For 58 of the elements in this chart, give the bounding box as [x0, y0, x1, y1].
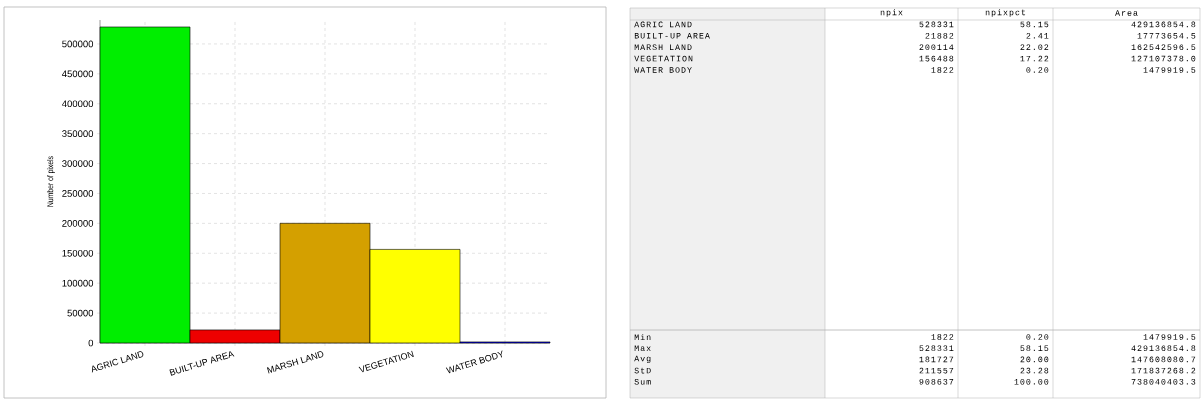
category-label: npix — [880, 9, 903, 17]
text: 0.20 — [1026, 334, 1049, 340]
y-tick-label: 0 — [88, 339, 94, 347]
text: 171837268.2 — [1131, 367, 1196, 374]
x-tick-label: MARSH LAND — [266, 351, 324, 374]
text: 127107378.0 — [1131, 55, 1196, 62]
category-label: Avg — [634, 355, 651, 363]
x-tick-label: AGRIC LAND — [91, 351, 144, 373]
text: 17.22 — [1020, 55, 1049, 62]
text: 211557 — [919, 367, 954, 374]
text: 908637 — [919, 378, 954, 385]
category-label: MARSH LAND — [634, 44, 692, 51]
category-label: WATER BODY — [634, 67, 692, 73]
category-label: VEGETATION — [634, 55, 693, 62]
text: 147608080.7 — [1131, 356, 1196, 363]
text: 0.20 — [1026, 67, 1049, 73]
text: 162542596.5 — [1131, 44, 1196, 51]
text: 1479919.5 — [1143, 334, 1196, 340]
text: 58.15 — [1020, 21, 1049, 28]
category-label: StD — [634, 367, 651, 374]
y-tick-label: 450000 — [61, 70, 94, 78]
text: 20.00 — [1020, 356, 1049, 363]
text: 1822 — [931, 67, 954, 73]
text: 1479919.5 — [1143, 67, 1196, 73]
y-tick-label: 100000 — [62, 279, 94, 287]
text: 429136854.8 — [1131, 21, 1196, 28]
x-tick-label: WATER BODY — [445, 350, 503, 374]
y-tick-label: 300000 — [62, 160, 94, 167]
text: 528331 — [919, 21, 954, 28]
y-tick-label: 50000 — [67, 309, 94, 317]
y-tick-label: 350000 — [62, 130, 94, 138]
text: 2.41 — [1026, 33, 1049, 39]
category-label: Min — [634, 334, 651, 340]
text: 429136854.8 — [1131, 345, 1196, 352]
y-tick-label: 200000 — [62, 220, 94, 227]
y-tick-label: 250000 — [62, 190, 94, 197]
category-label: npixpct — [985, 9, 1026, 17]
text: 58.15 — [1020, 345, 1049, 352]
text: 1822 — [931, 334, 954, 340]
text: 100.00 — [1014, 378, 1049, 385]
y-tick-label: 400000 — [61, 100, 94, 108]
text: 21882 — [925, 32, 954, 39]
category-label: Sum — [634, 378, 651, 385]
text: 17773654.5 — [1137, 32, 1196, 39]
category-label: Max — [634, 345, 651, 351]
y-tick-label: 500000 — [62, 40, 94, 48]
y-tick-label: 150000 — [62, 249, 94, 257]
category-label: AGRIC LAND — [634, 21, 692, 28]
category-label: BUILT-UP AREA — [634, 33, 710, 39]
y-axis-title: Number of pixels — [46, 156, 55, 207]
text: 181727 — [919, 356, 954, 363]
text: 200114 — [919, 44, 954, 51]
text: 156488 — [919, 55, 954, 62]
text: 528331 — [919, 345, 954, 352]
text: 23.28 — [1020, 367, 1049, 374]
text: 738040403.3 — [1131, 378, 1196, 385]
category-label: Area — [1115, 10, 1138, 16]
text: 22.02 — [1020, 44, 1049, 51]
